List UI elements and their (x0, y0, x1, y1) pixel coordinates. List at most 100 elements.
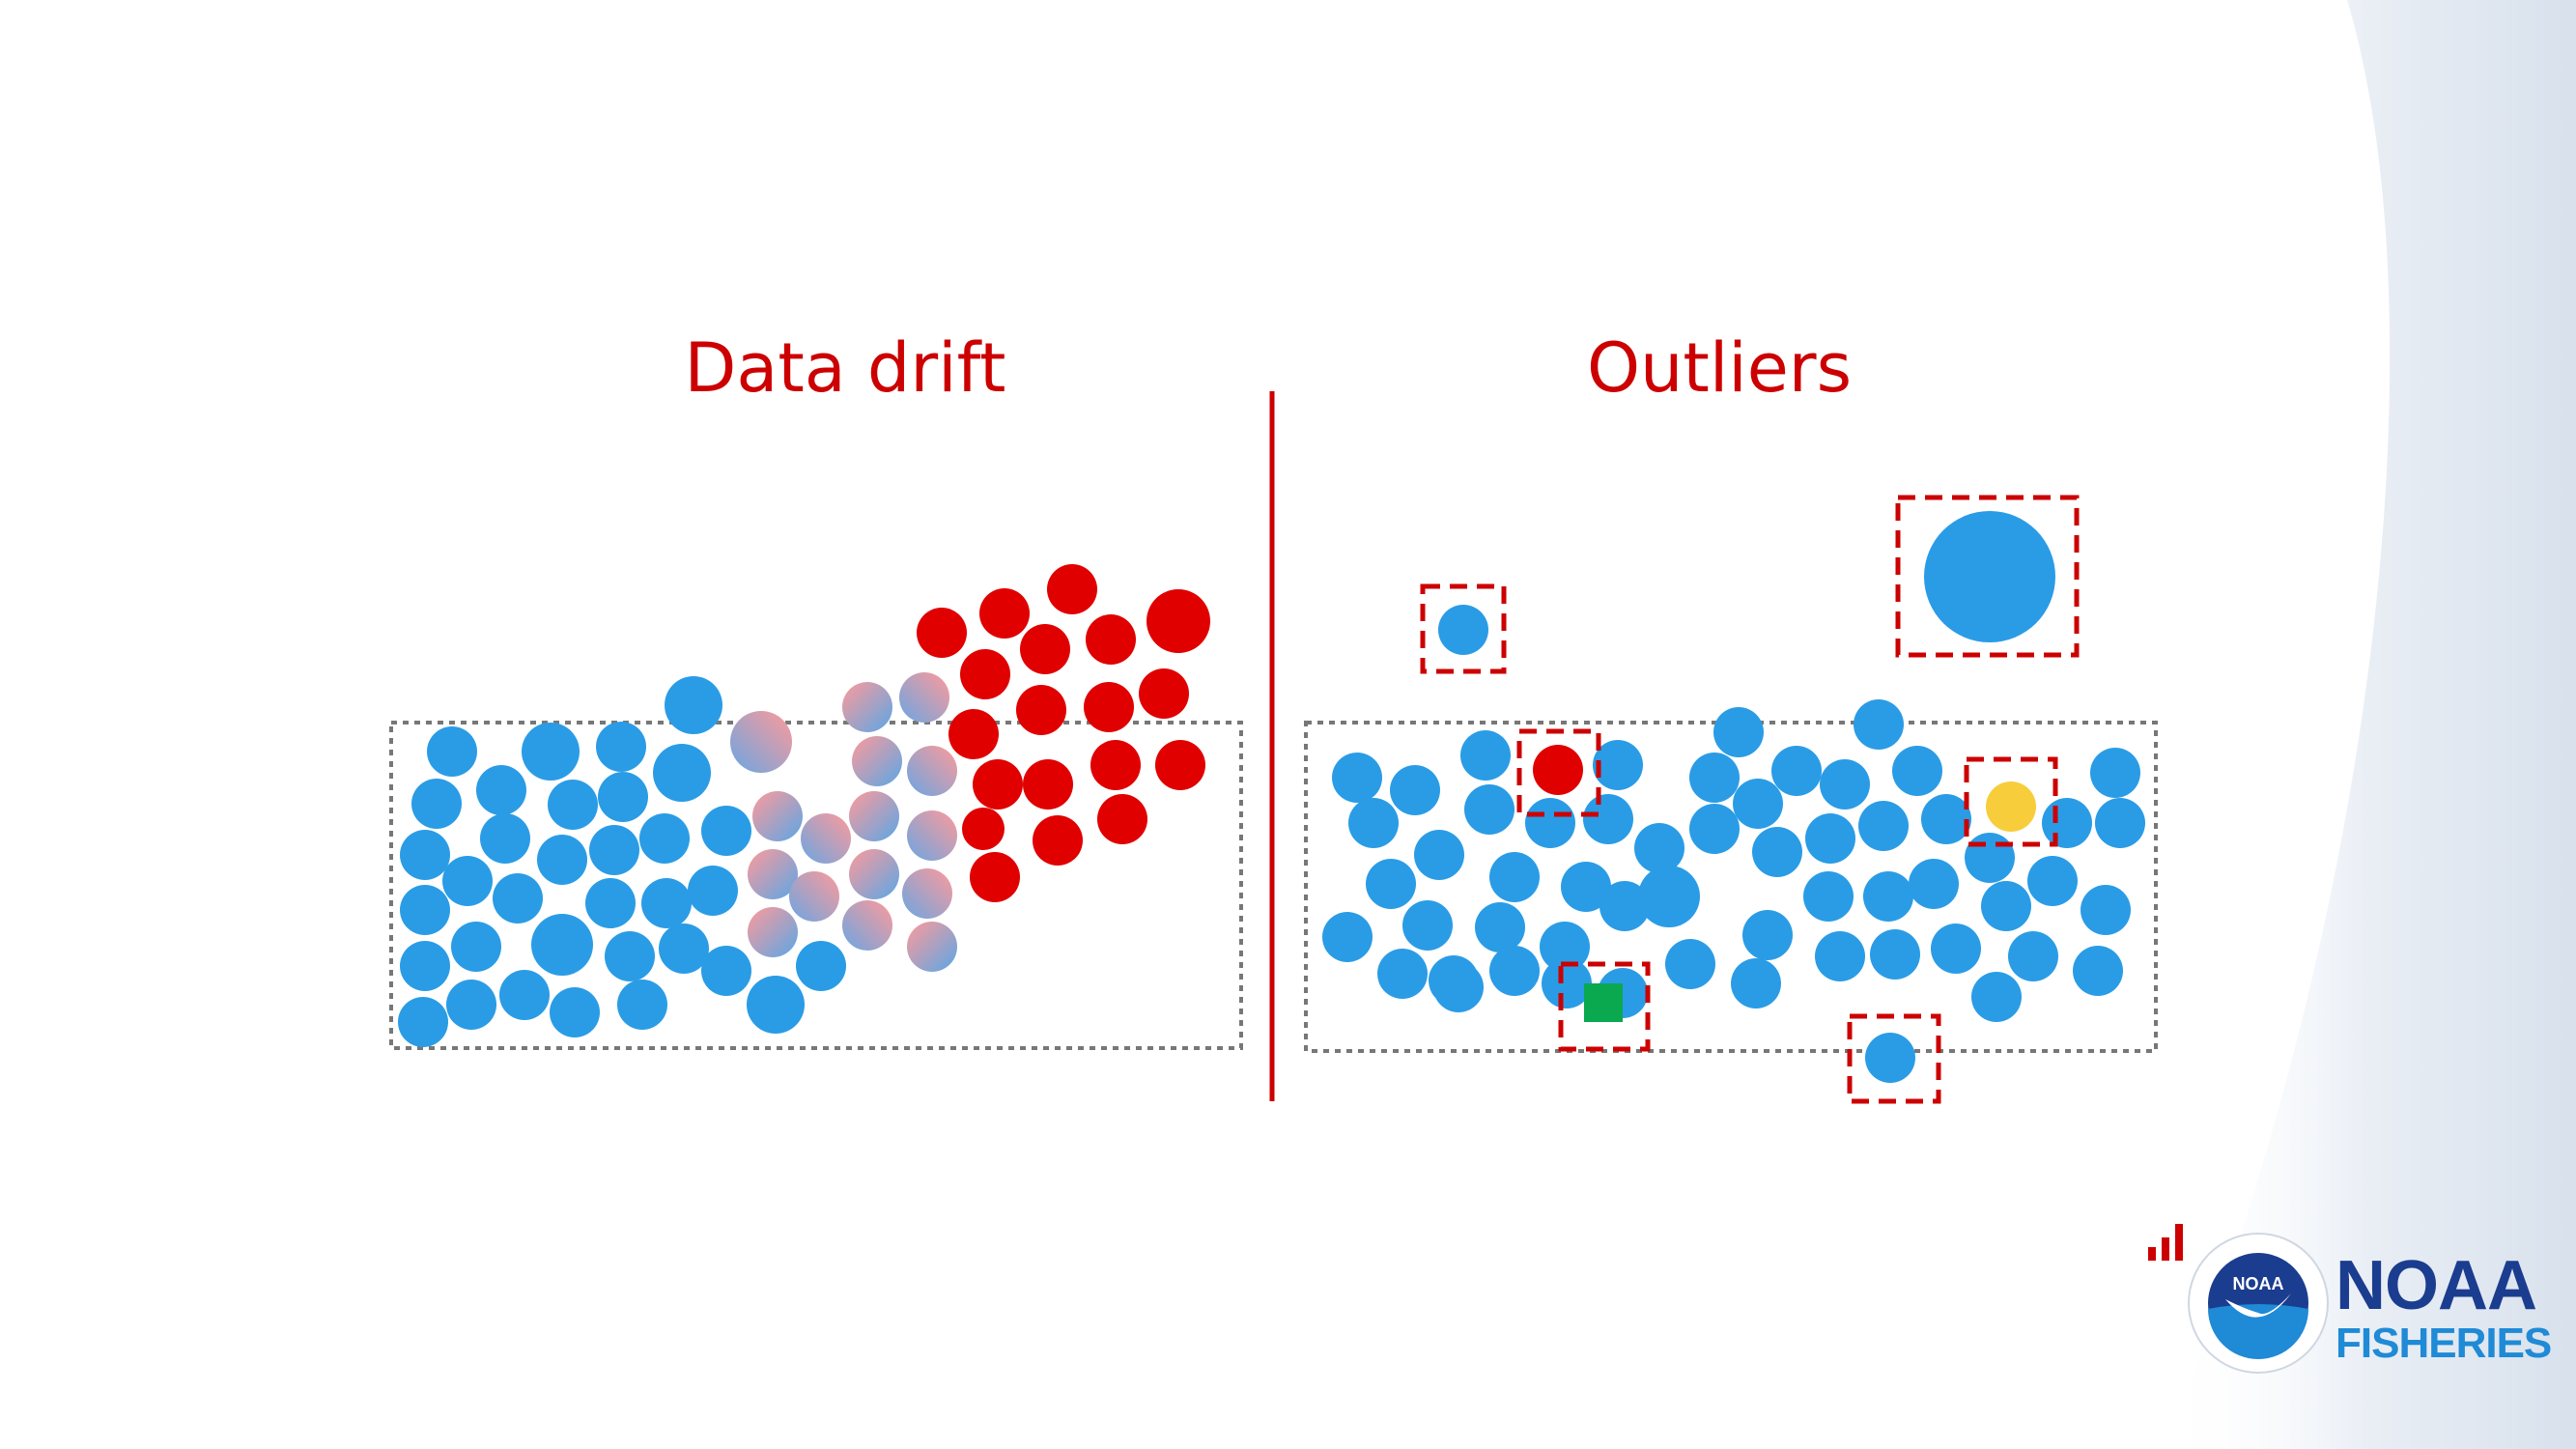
noaa-fisheries-logo: NOAA NOAA FISHERIES (2142, 1212, 2552, 1406)
baseline-point (400, 830, 450, 880)
inlier-point (1460, 730, 1511, 781)
inlier-point (1803, 871, 1854, 922)
baseline-point (639, 813, 690, 864)
baseline-point (411, 779, 462, 829)
drifted-point (1146, 589, 1210, 653)
baseline-point (522, 723, 580, 781)
inlier-point (2042, 798, 2092, 848)
outlier-highlight-box (1420, 583, 1507, 674)
inlier-point (2073, 946, 2123, 996)
inlier-point (1731, 958, 1781, 1009)
inlier-point (1820, 759, 1870, 810)
outlier-highlight-box (1558, 961, 1651, 1052)
baseline-point (659, 923, 709, 974)
inlier-point (1909, 859, 1959, 909)
noaa-seal-icon: NOAA (2188, 1233, 2329, 1374)
inlier-point (1414, 830, 1464, 880)
outlier-large-point (1924, 511, 2055, 642)
inlier-point (1805, 813, 1855, 864)
inlier-point (1377, 949, 1428, 999)
drifting-point (842, 682, 892, 732)
drifted-point (948, 709, 999, 759)
outlier-green-square (1584, 983, 1623, 1022)
drifted-point (962, 808, 1005, 850)
inlier-point (1863, 871, 1913, 922)
drifted-point (1097, 794, 1147, 844)
inlier-point (1540, 922, 1590, 972)
baseline-point (589, 825, 639, 875)
inlier-point (1815, 931, 1865, 981)
inlier-point (1742, 910, 1793, 960)
baseline-point (747, 976, 805, 1034)
baseline-point (617, 980, 667, 1030)
inlier-point (2081, 885, 2131, 935)
baseline-point (531, 914, 593, 976)
inlier-point (2095, 798, 2145, 848)
drifting-point (907, 810, 957, 861)
drifted-point (970, 852, 1020, 902)
brand-name-noaa: NOAA (2335, 1247, 2537, 1324)
drifting-point (748, 849, 798, 899)
data-drift-points (398, 564, 1210, 1047)
outlier-highlight-box (1516, 728, 1601, 817)
outlier-points (1322, 511, 2145, 1083)
inlier-point (1525, 798, 1575, 848)
drifting-point (842, 900, 892, 951)
inlier-point (1854, 699, 1904, 750)
inlier-point (1464, 784, 1514, 835)
inlier-point (1634, 823, 1684, 873)
drifted-point (1033, 815, 1083, 866)
baseline-point (701, 806, 751, 856)
drifted-point (1090, 740, 1141, 790)
inlier-point (1433, 962, 1484, 1012)
baseline-point (451, 922, 501, 972)
drifted-point (1084, 682, 1134, 732)
baseline-point (480, 813, 530, 864)
inlier-point (1489, 946, 1540, 996)
baseline-point (585, 878, 636, 928)
inlier-point (1322, 912, 1373, 962)
drifted-point (979, 588, 1030, 639)
inlier-point (1475, 902, 1525, 952)
baseline-point (398, 997, 448, 1047)
inlier-point (2008, 931, 2058, 981)
baseline-point (598, 772, 648, 822)
inlier-point (1733, 779, 1783, 829)
drifted-point (1023, 759, 1073, 810)
inlier-point (1542, 958, 1592, 1009)
inlier-point (1665, 939, 1715, 989)
inlier-point (1583, 794, 1633, 844)
drifted-point (917, 608, 967, 658)
inlier-point (1348, 798, 1399, 848)
drifting-point (902, 868, 952, 919)
inlier-point (1771, 746, 1822, 796)
inlier-point (1489, 852, 1540, 902)
inlier-point (1366, 859, 1416, 909)
drifting-point (899, 672, 949, 723)
baseline-point (537, 835, 587, 885)
inlier-point (1971, 972, 2022, 1022)
drifting-point (801, 813, 851, 864)
baseline-point (701, 946, 751, 996)
drifting-point (730, 711, 792, 773)
brand-name-fisheries: FISHERIES (2335, 1320, 2552, 1367)
drifting-point (752, 791, 803, 841)
baseline-point (605, 931, 655, 981)
baseline-point (427, 726, 477, 777)
outlier-yellow-point (1986, 781, 2036, 832)
baseline-point (446, 980, 496, 1030)
baseline-point (596, 722, 646, 772)
data-drift-title: Data drift (684, 328, 1006, 408)
baseline-point (653, 744, 711, 802)
inlier-point (1858, 801, 1909, 851)
inlier-point (1752, 827, 1802, 877)
outlier-highlight-box (1964, 756, 2058, 847)
baseline-point (548, 780, 598, 830)
drifted-point (973, 759, 1023, 810)
baseline-point (476, 765, 526, 815)
inlier-point (1870, 929, 1920, 980)
inlier-point (2027, 856, 2078, 906)
inlier-point (1689, 753, 1740, 803)
right-reference-box (1304, 721, 2158, 1053)
